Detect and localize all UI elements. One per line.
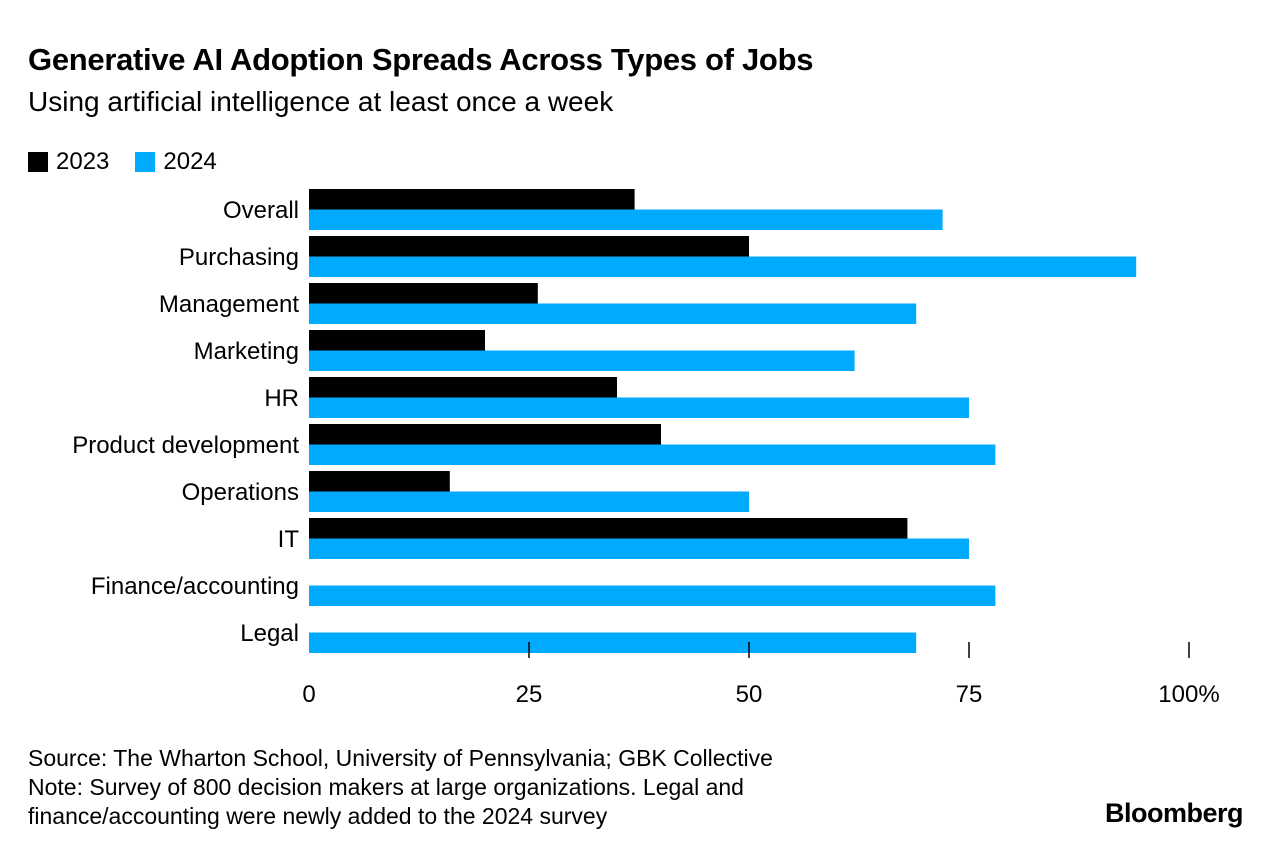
category-label-product-development: Product development (72, 432, 299, 459)
category-label-marketing: Marketing (194, 338, 299, 365)
bar-2024-legal (309, 632, 917, 653)
bar-2024-it (309, 538, 969, 559)
bloomberg-logo: Bloomberg (1104, 798, 1244, 828)
chart-title: Generative AI Adoption Spreads Across Ty… (28, 42, 814, 77)
bar-2023-it (309, 518, 908, 539)
legend: 2023 2024 (28, 148, 243, 176)
bar-2024-operations (309, 491, 749, 512)
category-label-hr: HR (264, 385, 299, 412)
legend-item-2024: 2024 (135, 148, 217, 176)
x-tick-label-75: 75 (956, 681, 983, 708)
x-tick-label-50: 50 (736, 681, 763, 708)
source-note: Source: The Wharton School, University o… (28, 745, 773, 771)
bar-2023-marketing (309, 330, 485, 351)
legend-swatch-2024 (135, 152, 156, 172)
bar-2024-overall (309, 209, 943, 230)
category-label-finance-accounting: Finance/accounting (91, 573, 299, 600)
legend-label-2023: 2023 (56, 148, 110, 175)
x-tick-label-0: 0 (302, 681, 315, 708)
category-label-operations: Operations (182, 479, 299, 506)
bar-2024-purchasing (309, 256, 1137, 277)
category-label-it: IT (278, 526, 300, 553)
bar-2023-management (309, 283, 538, 304)
survey-note-line-2: finance/accounting were newly added to t… (28, 803, 608, 829)
x-tick-label-100: 100% (1158, 681, 1219, 708)
bar-2023-operations (309, 471, 450, 492)
category-label-purchasing: Purchasing (179, 244, 299, 271)
bar-2024-management (309, 303, 917, 324)
footer: Source: The Wharton School, University o… (28, 744, 773, 831)
category-label-legal: Legal (240, 620, 299, 647)
bar-2024-marketing (309, 350, 855, 371)
bar-2023-overall (309, 189, 635, 210)
bar-2024-product-development (309, 444, 996, 465)
x-tick-label-25: 25 (516, 681, 543, 708)
legend-swatch-2023 (28, 152, 48, 172)
survey-note-line-1: Note: Survey of 800 decision makers at l… (28, 774, 744, 800)
bar-2023-purchasing (309, 236, 749, 257)
bar-2023-hr (309, 377, 617, 398)
bar-2024-hr (309, 397, 969, 418)
category-label-overall: Overall (223, 197, 299, 224)
legend-label-2024: 2024 (163, 148, 217, 175)
legend-item-2023: 2023 (28, 148, 109, 176)
bar-2023-product-development (309, 424, 661, 445)
chart-subtitle: Using artificial intelligence at least o… (28, 86, 614, 117)
category-label-management: Management (159, 291, 299, 318)
bar-2024-finance-accounting (309, 585, 996, 606)
